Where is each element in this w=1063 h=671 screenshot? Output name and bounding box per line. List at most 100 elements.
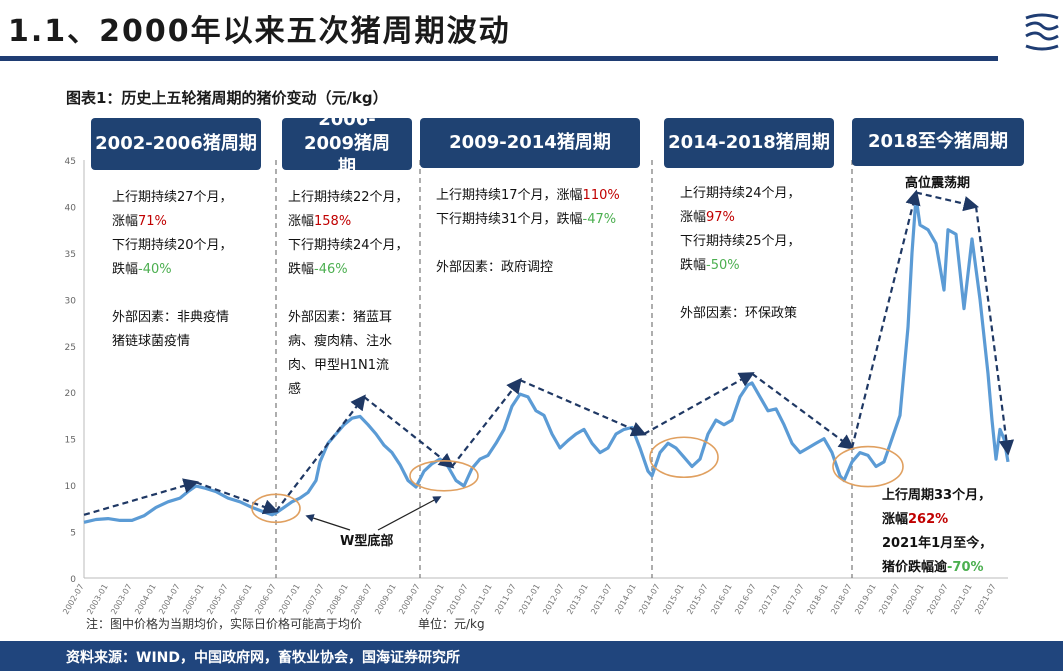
annotation-line: 跌幅-40% [112, 258, 233, 282]
y-tick-label: 10 [65, 482, 77, 492]
y-tick-label: 30 [65, 296, 77, 306]
period-tag-label: 2014-2018猪周期 [668, 132, 830, 153]
period-annotation-3: 上行期持续17个月，涨幅110% 下行期持续31个月，跌幅-47% 外部因素：政府调… [436, 184, 620, 280]
annotation-text: 感 [288, 382, 302, 397]
annotation-line: 涨幅97% [680, 206, 801, 230]
period-tag-1: 2002-2006猪周期 [91, 118, 261, 170]
annotation-text: 下行期持续31个月，跌幅 [436, 212, 583, 227]
y-tick-label: 5 [70, 529, 76, 539]
x-tick-label: 2002-07 [61, 583, 86, 616]
annotation-value: -40% [138, 262, 172, 277]
annotation-text: 跌幅 [112, 262, 139, 277]
brand-logo-icon [1022, 10, 1062, 56]
title-rule [0, 56, 998, 61]
x-tick-label: 2004-01 [133, 583, 158, 616]
annotation-text: 肉、甲型H1N1流 [288, 358, 390, 373]
annotation-value: -70% [947, 560, 984, 575]
annotation-text: 猪链球菌疫情 [112, 334, 191, 349]
x-tick-label: 2010-07 [445, 583, 470, 616]
x-tick-label: 2013-01 [565, 583, 590, 616]
period-tag-4: 2014-2018猪周期 [664, 118, 834, 168]
annotation-line [288, 282, 409, 306]
annotation-text: 外部因素：非典疫情 [112, 310, 230, 325]
x-tick-label: 2021-07 [973, 583, 998, 616]
period-annotation-5: 上行周期33个月， 涨幅262% 2021年1月至今， 猪价跌幅逾-70% [882, 484, 992, 580]
annotation-line [436, 232, 620, 256]
period-annotation-2: 上行期持续22个月， 涨幅158% 下行期持续24个月， 跌幅-46% 外部因素：猪蓝耳… [288, 186, 409, 402]
annotation-line: 感 [288, 378, 409, 402]
x-tick-label: 2014-01 [613, 583, 638, 616]
annotation-line: 跌幅-50% [680, 254, 801, 278]
period-tag-label: 2018至今猪周期 [867, 131, 1009, 152]
x-tick-label: 2015-01 [661, 583, 686, 616]
x-tick-label: 2016-07 [733, 583, 758, 616]
high-range-label: 高位震荡期 [905, 176, 971, 191]
annotation-line: 跌幅-46% [288, 258, 409, 282]
annotation-line: 涨幅71% [112, 210, 233, 234]
annotation-text: 外部因素：环保政策 [680, 306, 798, 321]
trend-arrow [363, 396, 455, 469]
x-tick-label: 2009-07 [397, 583, 422, 616]
annotation-line: 上行期持续22个月， [288, 186, 409, 210]
trend-arrow [195, 481, 279, 515]
trend-arrow [850, 189, 921, 449]
annotation-text: 跌幅 [680, 258, 707, 273]
annotation-text: 病、瘦肉精、注水 [288, 334, 393, 349]
bottom-circle [409, 460, 479, 492]
y-tick-label: 20 [65, 389, 77, 399]
x-tick-label: 2017-07 [781, 583, 806, 616]
x-tick-label: 2016-01 [709, 583, 734, 616]
trend-arrow [519, 379, 647, 437]
period-tag-label: 2002-2006猪周期 [95, 133, 257, 154]
annotation-line: 下行期持续24个月， [288, 234, 409, 258]
y-tick-label: 25 [65, 343, 76, 353]
x-tick-label: 2020-07 [925, 583, 950, 616]
annotation-line: 外部因素：政府调控 [436, 256, 620, 280]
annotation-line [112, 282, 233, 306]
annotation-text: 涨幅 [288, 214, 315, 229]
annotation-text: 下行期持续25个月， [680, 234, 801, 249]
annotation-line: 下行期持续25个月， [680, 230, 801, 254]
x-tick-label: 2017-01 [757, 583, 782, 616]
period-tag-label: 2009-2014猪周期 [449, 132, 611, 153]
annotation-value: 262% [908, 512, 949, 527]
annotation-text: 下行期持续24个月， [288, 238, 409, 253]
x-tick-label: 2018-01 [805, 583, 830, 616]
y-tick-label: 15 [65, 436, 76, 446]
y-tick-label: 0 [70, 575, 76, 585]
annotation-text: 跌幅 [288, 262, 315, 277]
x-tick-label: 2006-01 [229, 583, 254, 616]
x-tick-label: 2009-01 [373, 583, 398, 616]
annotation-value: -50% [706, 258, 740, 273]
annotation-line: 下行期持续20个月， [112, 234, 233, 258]
annotation-line: 外部因素：猪蓝耳 [288, 306, 409, 330]
annotation-text: 涨幅 [112, 214, 139, 229]
annotation-line: 上行期持续24个月， [680, 182, 801, 206]
period-annotation-1: 上行期持续27个月， 涨幅71% 下行期持续20个月， 跌幅-40% 外部因素：非典疫情… [112, 186, 233, 354]
x-tick-label: 2005-07 [205, 583, 230, 616]
annotation-line: 猪价跌幅逾-70% [882, 556, 992, 580]
chart-note: 注：图中价格为当期均价，实际日价格可能高于均价 [86, 617, 363, 631]
unit-label: 单位：元/kg [418, 617, 485, 631]
annotation-line: 涨幅158% [288, 210, 409, 234]
annotation-value: -46% [314, 262, 348, 277]
annotation-text: 涨幅 [882, 512, 909, 527]
annotation-value: 71% [138, 214, 167, 229]
bottom-circle [251, 493, 301, 524]
period-tag-5: 2018至今猪周期 [852, 118, 1024, 166]
annotation-text: 猪价跌幅逾 [882, 560, 948, 575]
annotation-line [680, 278, 801, 302]
x-tick-label: 2003-01 [85, 583, 110, 616]
x-tick-label: 2005-01 [181, 583, 206, 616]
annotation-text: 上行期持续22个月， [288, 190, 409, 205]
trend-arrow [915, 191, 980, 212]
x-tick-label: 2021-01 [949, 583, 974, 616]
annotation-line: 外部因素：环保政策 [680, 302, 801, 326]
x-tick-label: 2011-01 [469, 583, 494, 616]
trend-arrow [275, 394, 366, 512]
annotation-text: 2021年1月至今， [882, 536, 993, 551]
annotation-line: 上行期持续17个月，涨幅110% [436, 184, 620, 208]
annotation-line: 猪链球菌疫情 [112, 330, 233, 354]
w-bottom-label: W型底部 [340, 534, 394, 549]
